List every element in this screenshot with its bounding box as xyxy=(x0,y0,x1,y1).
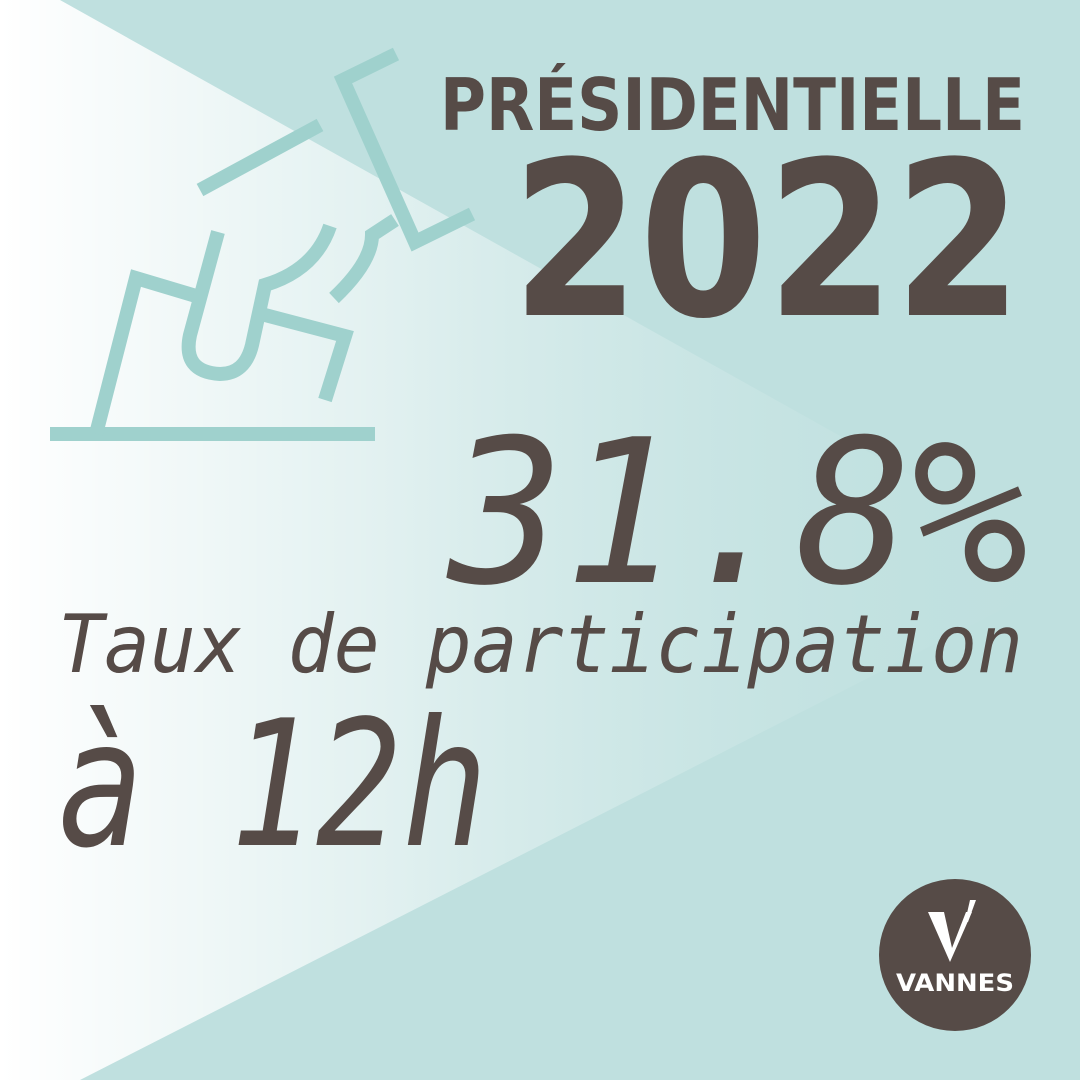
title: PRÉSIDENTIELLE xyxy=(440,63,1025,147)
logo: VANNES xyxy=(879,879,1031,1031)
logo-circle xyxy=(879,879,1031,1031)
participation-value: 31.8% xyxy=(446,397,1028,630)
year: 2022 xyxy=(512,115,1022,366)
time: à 12h xyxy=(58,684,488,887)
caption: Taux de participation xyxy=(58,598,1023,691)
vote-icon xyxy=(50,47,476,441)
logo-name: VANNES xyxy=(896,969,1014,997)
logo-mark xyxy=(928,912,972,962)
logo-accent xyxy=(965,900,976,922)
